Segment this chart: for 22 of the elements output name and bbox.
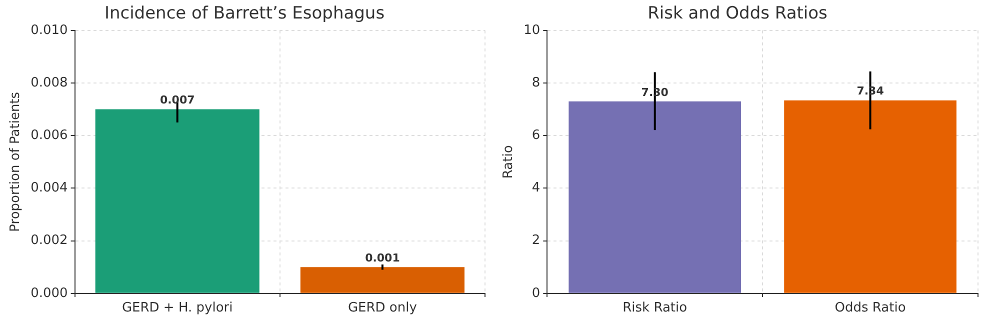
y-tick-label: 4 bbox=[532, 180, 540, 196]
x-tick-label: GERD + H. pylori bbox=[122, 300, 233, 316]
x-tick-label: Odds Ratio bbox=[834, 300, 906, 316]
y-tick-label: 10 bbox=[524, 22, 540, 38]
y-tick-label: 0.006 bbox=[30, 128, 68, 143]
y-tick-label: 6 bbox=[532, 128, 540, 143]
y-tick-label: 0 bbox=[532, 286, 540, 301]
data-label: 0.001 bbox=[365, 251, 400, 264]
y-tick-label: 0.002 bbox=[30, 233, 68, 248]
y-tick-label: 0.000 bbox=[30, 286, 68, 301]
y-tick-label: 0.008 bbox=[30, 75, 68, 90]
y-tick-label: 2 bbox=[532, 233, 540, 248]
y-axis-title: Ratio bbox=[501, 145, 516, 179]
chart-title: Incidence of Barrett’s Esophagus bbox=[104, 4, 385, 24]
x-tick-label: Risk Ratio bbox=[622, 300, 688, 316]
chart-title: Risk and Odds Ratios bbox=[648, 4, 828, 24]
y-tick-label: 8 bbox=[532, 75, 540, 90]
y-axis-title: Proportion of Patients bbox=[8, 92, 24, 232]
y-tick-label: 0.010 bbox=[30, 22, 68, 38]
y-tick-label: 0.004 bbox=[30, 180, 68, 196]
data-label: 0.007 bbox=[160, 94, 195, 107]
x-tick-label: GERD only bbox=[348, 300, 418, 316]
